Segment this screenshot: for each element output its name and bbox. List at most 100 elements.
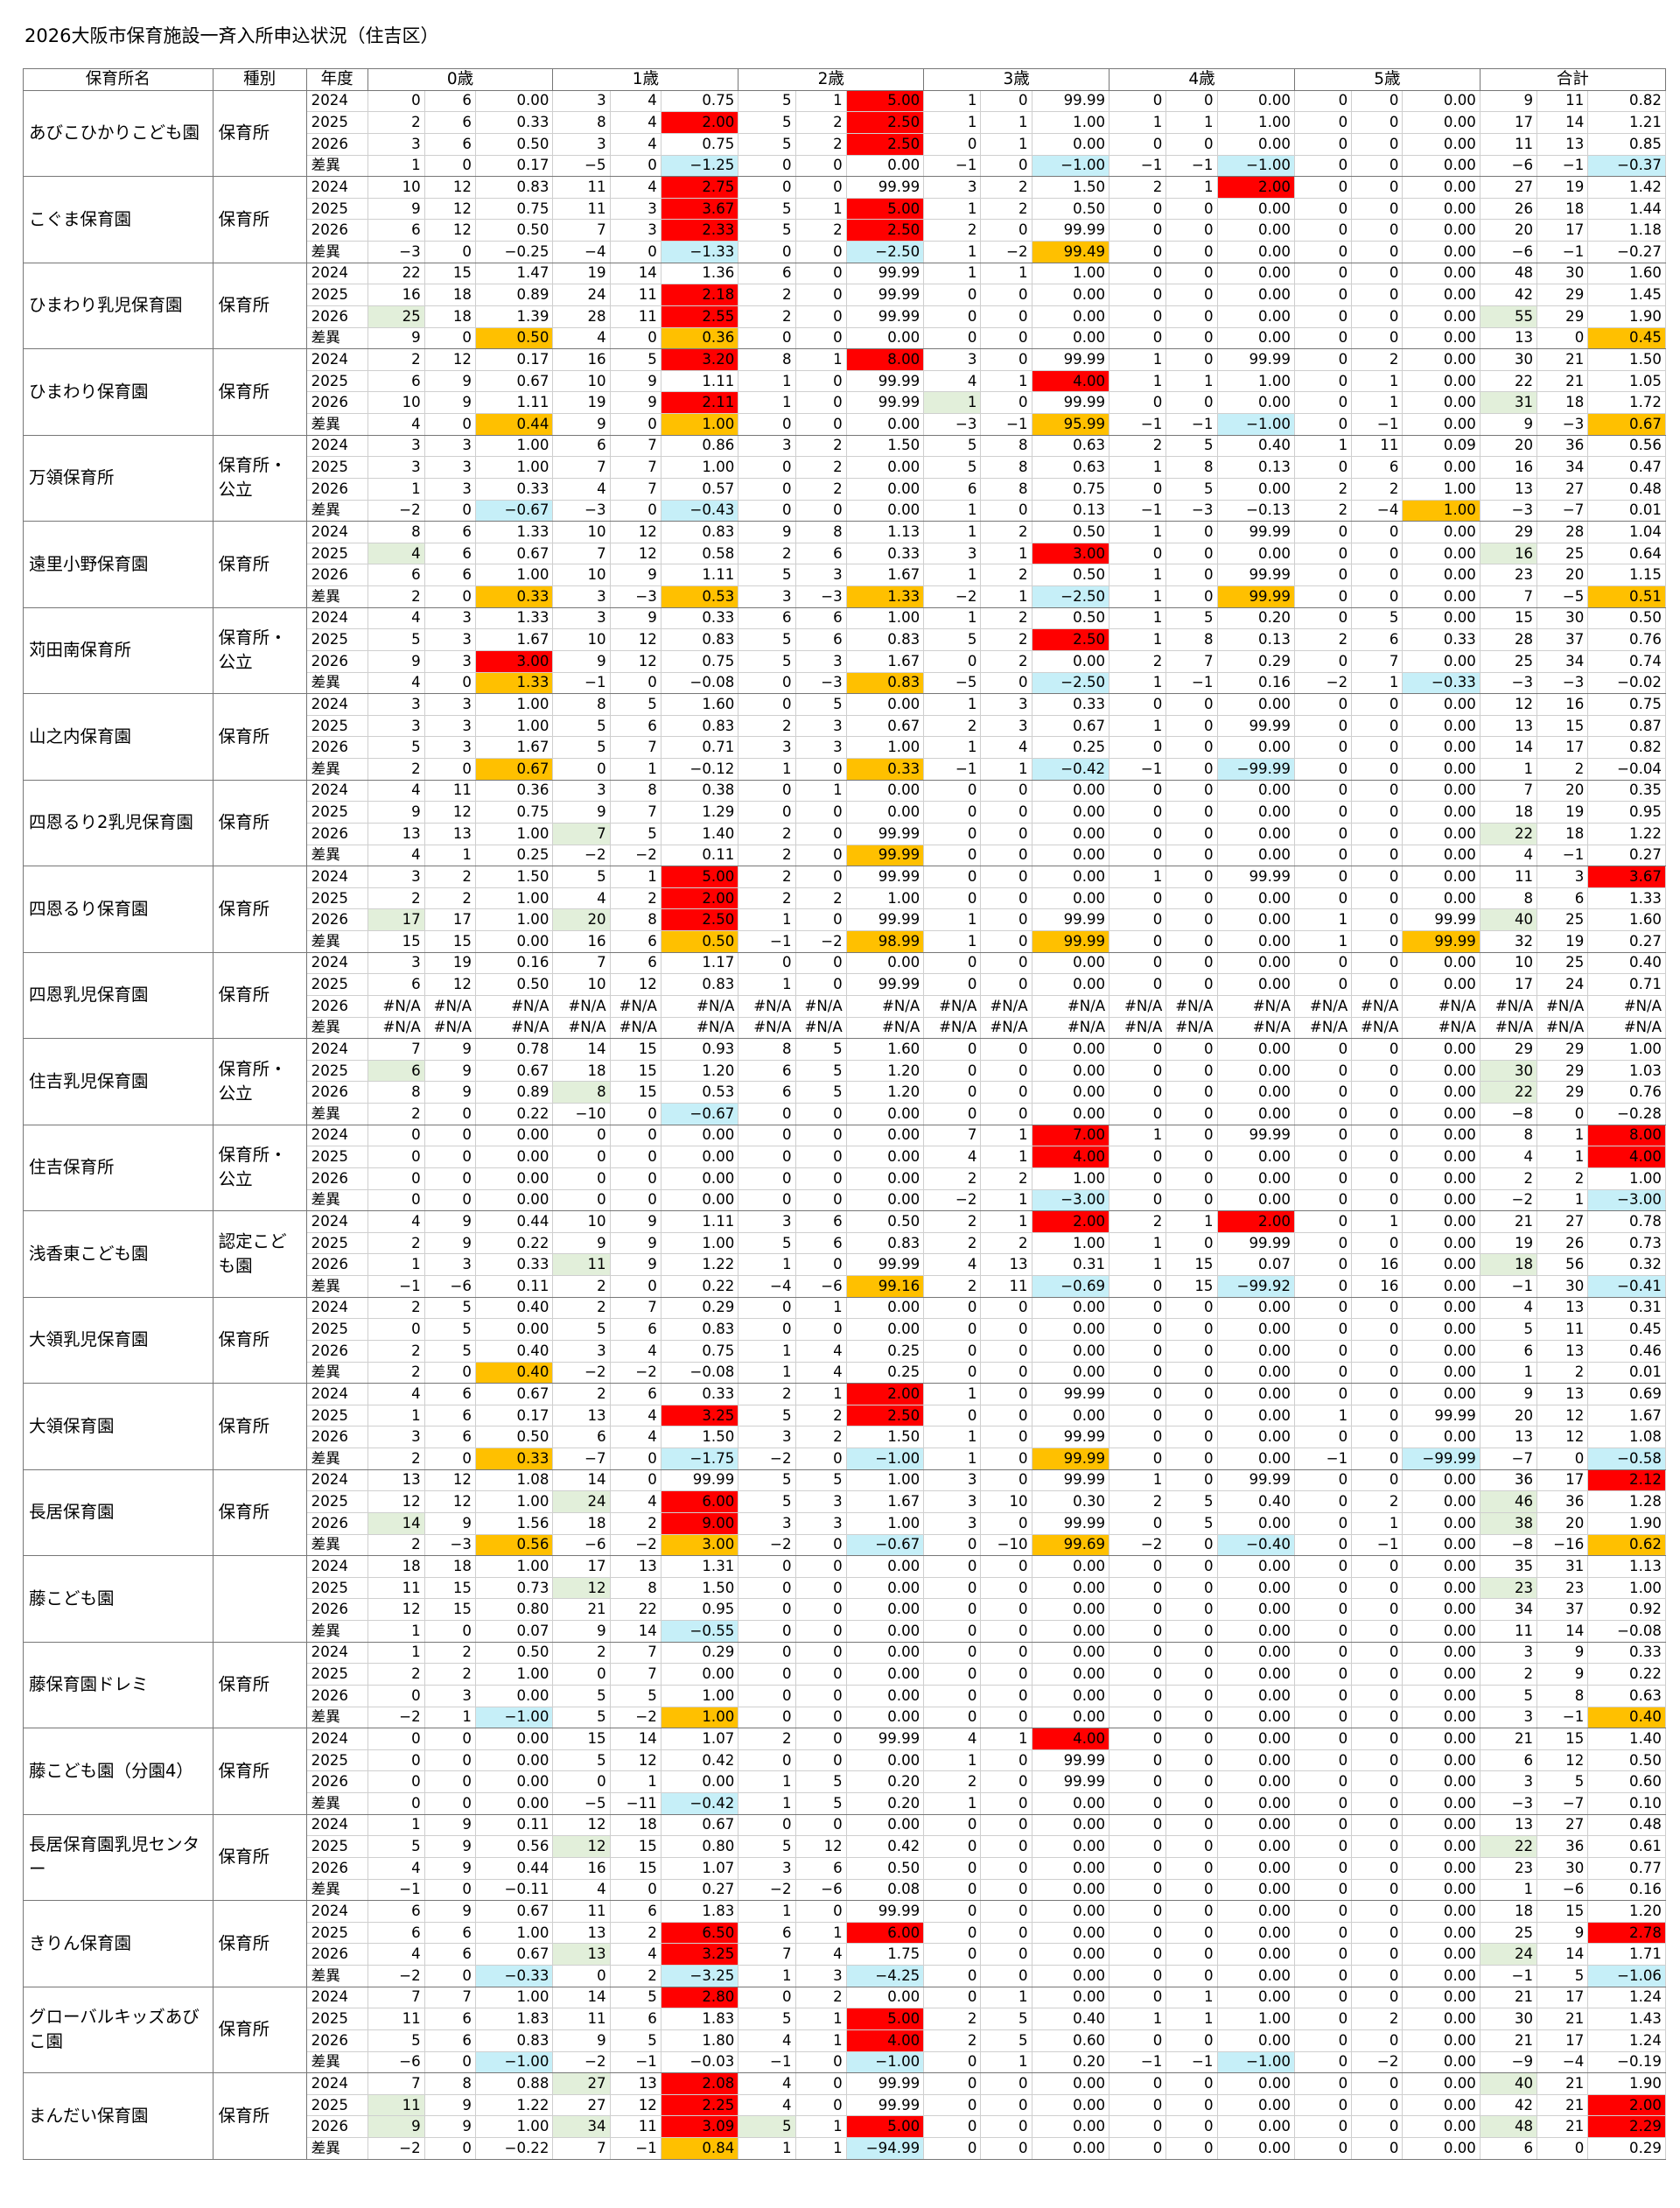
data-cell: 3 (552, 585, 611, 608)
data-cell: 7 (1166, 649, 1218, 673)
data-cell: 0 (424, 1146, 476, 1168)
data-cell: 0.50 (1031, 197, 1110, 221)
data-cell: 0 (367, 1749, 425, 1772)
data-cell: 0.00 (1216, 844, 1295, 867)
data-cell: 0 (1166, 1835, 1218, 1858)
data-cell: 0 (1166, 521, 1218, 543)
data-cell: 1.00 (660, 456, 739, 479)
data-cell: 15 (1536, 714, 1589, 738)
data-cell: 0 (980, 1103, 1032, 1125)
data-cell: 99.99 (845, 844, 925, 867)
data-cell: 0 (923, 1813, 982, 1837)
data-cell: 14 (609, 1620, 662, 1643)
data-cell: 7 (609, 801, 662, 824)
data-cell: 37 (1536, 1598, 1589, 1621)
data-cell: 0 (1166, 241, 1218, 263)
data-cell: 0 (1351, 951, 1404, 975)
data-cell: 2 (609, 887, 662, 910)
data-cell: 0 (1351, 262, 1404, 285)
data-cell: 0 (794, 1103, 847, 1125)
data-cell: 0.83 (660, 714, 739, 738)
facility-name: ひまわり保育園 (23, 348, 214, 436)
data-cell: 2 (609, 1965, 662, 1987)
table-row: 2025 2 9 0.22 9 9 1.00 5 6 0.83 2 2 1.00 1 0 99.99 0 0 0.0… (24, 1231, 1666, 1255)
data-cell: 1 (738, 1792, 796, 1815)
data-cell: 2 (980, 521, 1032, 543)
data-cell: −0.13 (1216, 499, 1295, 522)
data-cell: 4 (609, 111, 662, 134)
data-cell: 8 (609, 1576, 662, 1600)
data-cell: 8 (738, 1038, 796, 1061)
data-cell: 0 (923, 2072, 982, 2095)
data-cell: 8 (367, 521, 425, 543)
data-cell: 0 (738, 1663, 796, 1686)
data-cell: 2 (738, 1383, 796, 1405)
data-cell: #N/A (980, 994, 1032, 1018)
data-cell: 13 (552, 1404, 611, 1427)
data-cell: 30 (1479, 2008, 1538, 2030)
data-cell: 4.00 (1031, 1146, 1110, 1168)
data-cell: 0.83 (845, 1231, 925, 1255)
data-cell: 0 (1293, 866, 1353, 888)
data-cell: 99.99 (1031, 219, 1110, 242)
data-cell: 0 (1166, 1318, 1218, 1341)
facility-type: 保育所 (212, 176, 307, 263)
data-cell: 15 (609, 1081, 662, 1104)
table-row: 2025 11 6 1.83 11 6 1.83 5 1 5.00 2 5 0.40 1 1 1.00 0 2 0.… (24, 2008, 1666, 2030)
data-cell: 99.99 (1216, 1468, 1295, 1492)
data-cell: 0.00 (1216, 779, 1295, 803)
facility-name: 住吉保育所 (23, 1124, 214, 1212)
facility-type: 保育所・公立 (212, 1038, 307, 1125)
data-cell: 0 (609, 1103, 662, 1125)
data-cell: 3 (552, 606, 611, 630)
data-cell: 0 (1351, 1900, 1404, 1923)
data-cell: 0.76 (1587, 1081, 1666, 1104)
data-cell: 0.00 (1031, 1081, 1110, 1104)
data-cell: 13 (1536, 1296, 1589, 1320)
data-cell: 2.08 (660, 2072, 739, 2095)
data-cell: 0 (1109, 542, 1167, 565)
data-cell: 0 (738, 779, 796, 803)
data-cell: 0 (1351, 973, 1404, 996)
data-cell: 17 (367, 908, 425, 931)
data-cell: 0 (609, 1146, 662, 1168)
data-cell: 19 (1479, 1231, 1538, 1255)
data-cell: 99.99 (1216, 348, 1295, 371)
data-cell: 0.40 (474, 1361, 554, 1384)
data-cell: 17 (1536, 2029, 1589, 2052)
data-cell: 0.33 (474, 1447, 554, 1470)
data-cell: 0 (424, 1124, 476, 1147)
data-cell: 22 (1479, 1081, 1538, 1104)
data-cell: #N/A (424, 1016, 476, 1040)
data-cell: 0 (980, 887, 1032, 910)
data-cell: 2.50 (1031, 628, 1110, 651)
data-cell: 0 (1351, 908, 1404, 931)
data-cell: 0 (980, 1598, 1032, 1621)
data-cell: 1.50 (845, 434, 925, 458)
data-cell: 0 (794, 2050, 847, 2074)
data-cell: 21 (552, 1598, 611, 1621)
data-cell: 0 (794, 1447, 847, 1470)
data-cell: 0 (980, 1555, 1032, 1578)
data-cell: 1.31 (660, 1555, 739, 1578)
data-cell: 95.99 (1031, 413, 1110, 436)
data-cell: 14 (1479, 736, 1538, 759)
data-cell: 0 (1293, 1706, 1353, 1729)
data-cell: 6 (552, 1426, 611, 1448)
data-cell: 3 (794, 564, 847, 586)
year-cell: 2026 (305, 477, 368, 501)
data-cell: −1 (1293, 1447, 1353, 1470)
data-cell: 0 (1351, 1361, 1404, 1384)
data-cell: −1 (1109, 758, 1167, 781)
data-cell: 8 (424, 2072, 476, 2095)
data-cell: 0 (1109, 1684, 1167, 1707)
data-cell: −3 (794, 585, 847, 608)
year-cell: 2025 (305, 1059, 368, 1083)
data-cell: 4 (552, 1878, 611, 1902)
data-cell: 0 (1293, 1253, 1353, 1276)
data-cell: 0.29 (660, 1641, 739, 1665)
data-cell: 3 (794, 736, 847, 759)
data-cell: 1.21 (1587, 111, 1666, 134)
data-cell: 0 (1293, 1296, 1353, 1320)
data-cell: 0.00 (1402, 1856, 1480, 1880)
